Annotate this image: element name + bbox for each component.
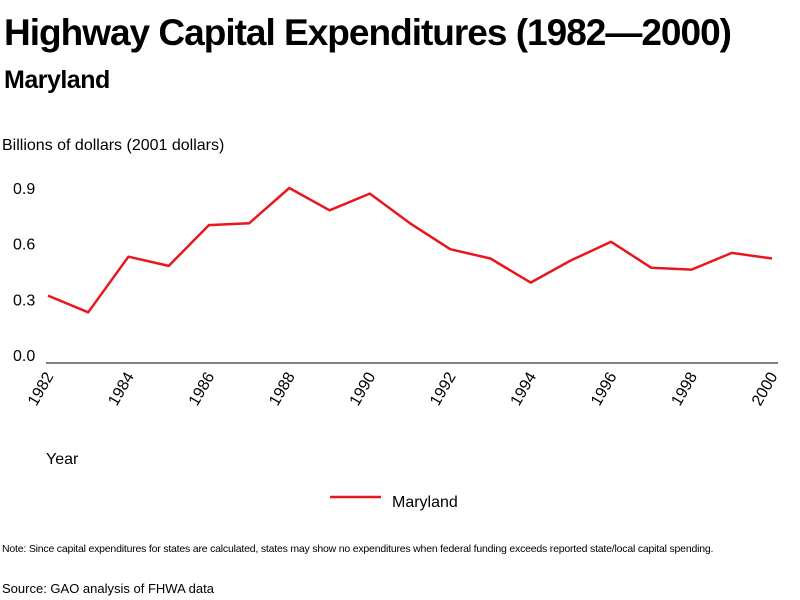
x-tick-label: 1990 (347, 369, 380, 408)
source-note: Source: GAO analysis of FHWA data (2, 581, 214, 596)
series-group (47, 186, 773, 314)
chart-subtitle: Maryland (4, 66, 110, 94)
chart-title: Highway Capital Expenditures (1982—2000) (4, 12, 732, 53)
x-tick-label: 1996 (588, 369, 621, 408)
x-tick-label: 1986 (186, 369, 219, 408)
x-tick-label: 1982 (25, 369, 58, 408)
x-axis-label: Year (46, 451, 79, 468)
x-tick-label: 1984 (105, 369, 138, 408)
x-tick-label: 1992 (427, 369, 460, 408)
series-line-maryland (47, 186, 773, 314)
y-tick-label: 0.3 (13, 292, 35, 309)
legend-label: Maryland (392, 494, 458, 511)
x-tick-label: 1998 (669, 369, 702, 408)
x-axis-ticks: 1982 1984 1986 1988 1990 1992 1994 1996 1998 2000 (25, 369, 782, 408)
line-chart: Billions of dollars (2001 dollars) Year … (2, 137, 782, 511)
x-tick-label: 1994 (508, 369, 541, 408)
y-tick-label: 0.9 (13, 181, 35, 198)
x-tick-label: 2000 (749, 369, 782, 408)
footnote: Note: Since capital expenditures for sta… (2, 543, 714, 555)
y-axis-ticks: 0.0 0.3 0.6 0.9 (13, 181, 35, 365)
y-axis-label: Billions of dollars (2001 dollars) (2, 137, 224, 154)
y-tick-label: 0.0 (13, 348, 35, 365)
legend: Maryland (330, 494, 458, 511)
x-tick-label: 1988 (266, 369, 299, 408)
y-tick-label: 0.6 (13, 237, 35, 254)
